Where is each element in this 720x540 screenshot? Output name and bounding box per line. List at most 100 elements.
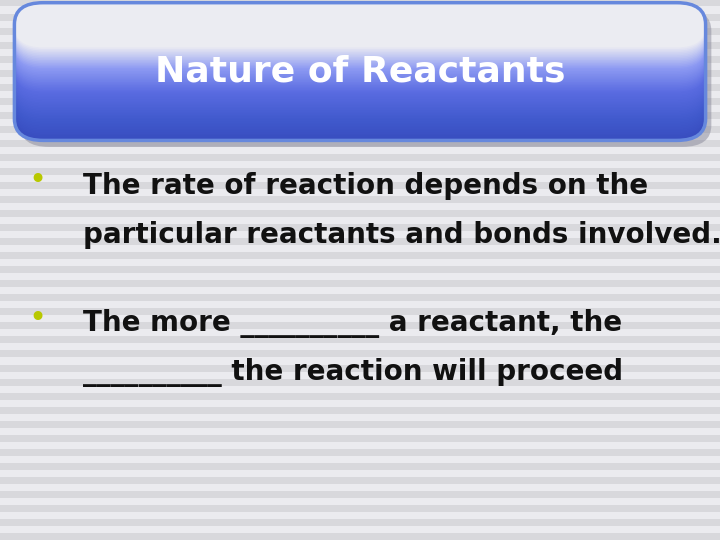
FancyBboxPatch shape [14,28,706,73]
Bar [0,519,720,526]
FancyBboxPatch shape [14,64,706,109]
FancyBboxPatch shape [14,48,706,93]
FancyBboxPatch shape [14,93,706,139]
FancyBboxPatch shape [14,32,706,77]
FancyBboxPatch shape [14,76,706,122]
FancyBboxPatch shape [14,90,706,136]
FancyBboxPatch shape [14,9,706,54]
FancyBboxPatch shape [14,52,706,98]
FancyBboxPatch shape [14,16,706,62]
FancyBboxPatch shape [14,83,706,128]
Bar [0,336,720,343]
Bar [0,14,720,21]
Bar [0,435,720,442]
Bar [0,505,720,512]
Bar [0,63,720,70]
FancyBboxPatch shape [14,11,706,57]
Bar [0,357,720,364]
Bar [0,252,720,259]
Bar [0,350,720,357]
FancyBboxPatch shape [14,81,706,126]
FancyBboxPatch shape [14,19,706,65]
Bar [0,477,720,484]
FancyBboxPatch shape [14,79,706,125]
Bar [0,245,720,252]
Bar [0,98,720,105]
Bar [0,421,720,428]
Bar [0,259,720,266]
Bar [0,372,720,379]
Text: particular reactants and bonds involved.: particular reactants and bonds involved. [83,221,720,249]
FancyBboxPatch shape [14,86,706,131]
FancyBboxPatch shape [14,54,706,99]
Bar [0,322,720,329]
Bar [0,0,720,6]
Bar [0,161,720,168]
FancyBboxPatch shape [14,38,706,84]
Text: •: • [29,166,47,195]
Bar [0,364,720,372]
Bar [0,28,720,35]
FancyBboxPatch shape [14,92,706,137]
Text: __________ the reaction will proceed: __________ the reaction will proceed [83,358,623,387]
FancyBboxPatch shape [14,56,706,101]
Bar [0,56,720,63]
Bar [0,533,720,540]
Bar [0,119,720,126]
Bar [0,238,720,245]
Bar [0,379,720,386]
Bar [0,133,720,140]
Text: The rate of reaction depends on the: The rate of reaction depends on the [83,172,648,200]
FancyBboxPatch shape [14,59,706,104]
Bar [0,386,720,393]
Bar [0,449,720,456]
FancyBboxPatch shape [14,51,706,96]
Bar [0,442,720,449]
Bar [0,21,720,28]
FancyBboxPatch shape [14,43,706,89]
Bar [0,463,720,470]
Bar [0,175,720,182]
Bar [0,105,720,112]
Bar [0,182,720,189]
Bar [0,301,720,308]
Bar [0,77,720,84]
FancyBboxPatch shape [14,26,706,71]
FancyBboxPatch shape [14,95,706,140]
Bar [0,168,720,175]
Bar [0,294,720,301]
Bar [0,287,720,294]
FancyBboxPatch shape [14,29,706,75]
FancyBboxPatch shape [14,7,706,52]
FancyBboxPatch shape [14,37,706,82]
Bar [0,112,720,119]
Bar [0,70,720,77]
Bar [0,84,720,91]
Bar [0,484,720,491]
Bar [0,498,720,505]
FancyBboxPatch shape [14,4,706,49]
FancyBboxPatch shape [14,67,706,112]
FancyBboxPatch shape [14,57,706,103]
FancyBboxPatch shape [14,5,706,51]
FancyBboxPatch shape [14,69,706,113]
FancyBboxPatch shape [14,89,706,134]
Bar [0,126,720,133]
Bar [0,280,720,287]
FancyBboxPatch shape [14,18,706,63]
FancyBboxPatch shape [20,9,711,147]
Bar [0,91,720,98]
Bar [0,154,720,161]
Bar [0,217,720,224]
FancyBboxPatch shape [14,62,706,107]
FancyBboxPatch shape [14,33,706,79]
Bar [0,393,720,400]
Bar [0,49,720,56]
FancyBboxPatch shape [14,13,706,58]
FancyBboxPatch shape [14,30,706,76]
Bar [0,343,720,350]
Bar [0,140,720,147]
Bar [0,196,720,203]
Bar [0,203,720,210]
FancyBboxPatch shape [14,23,706,68]
